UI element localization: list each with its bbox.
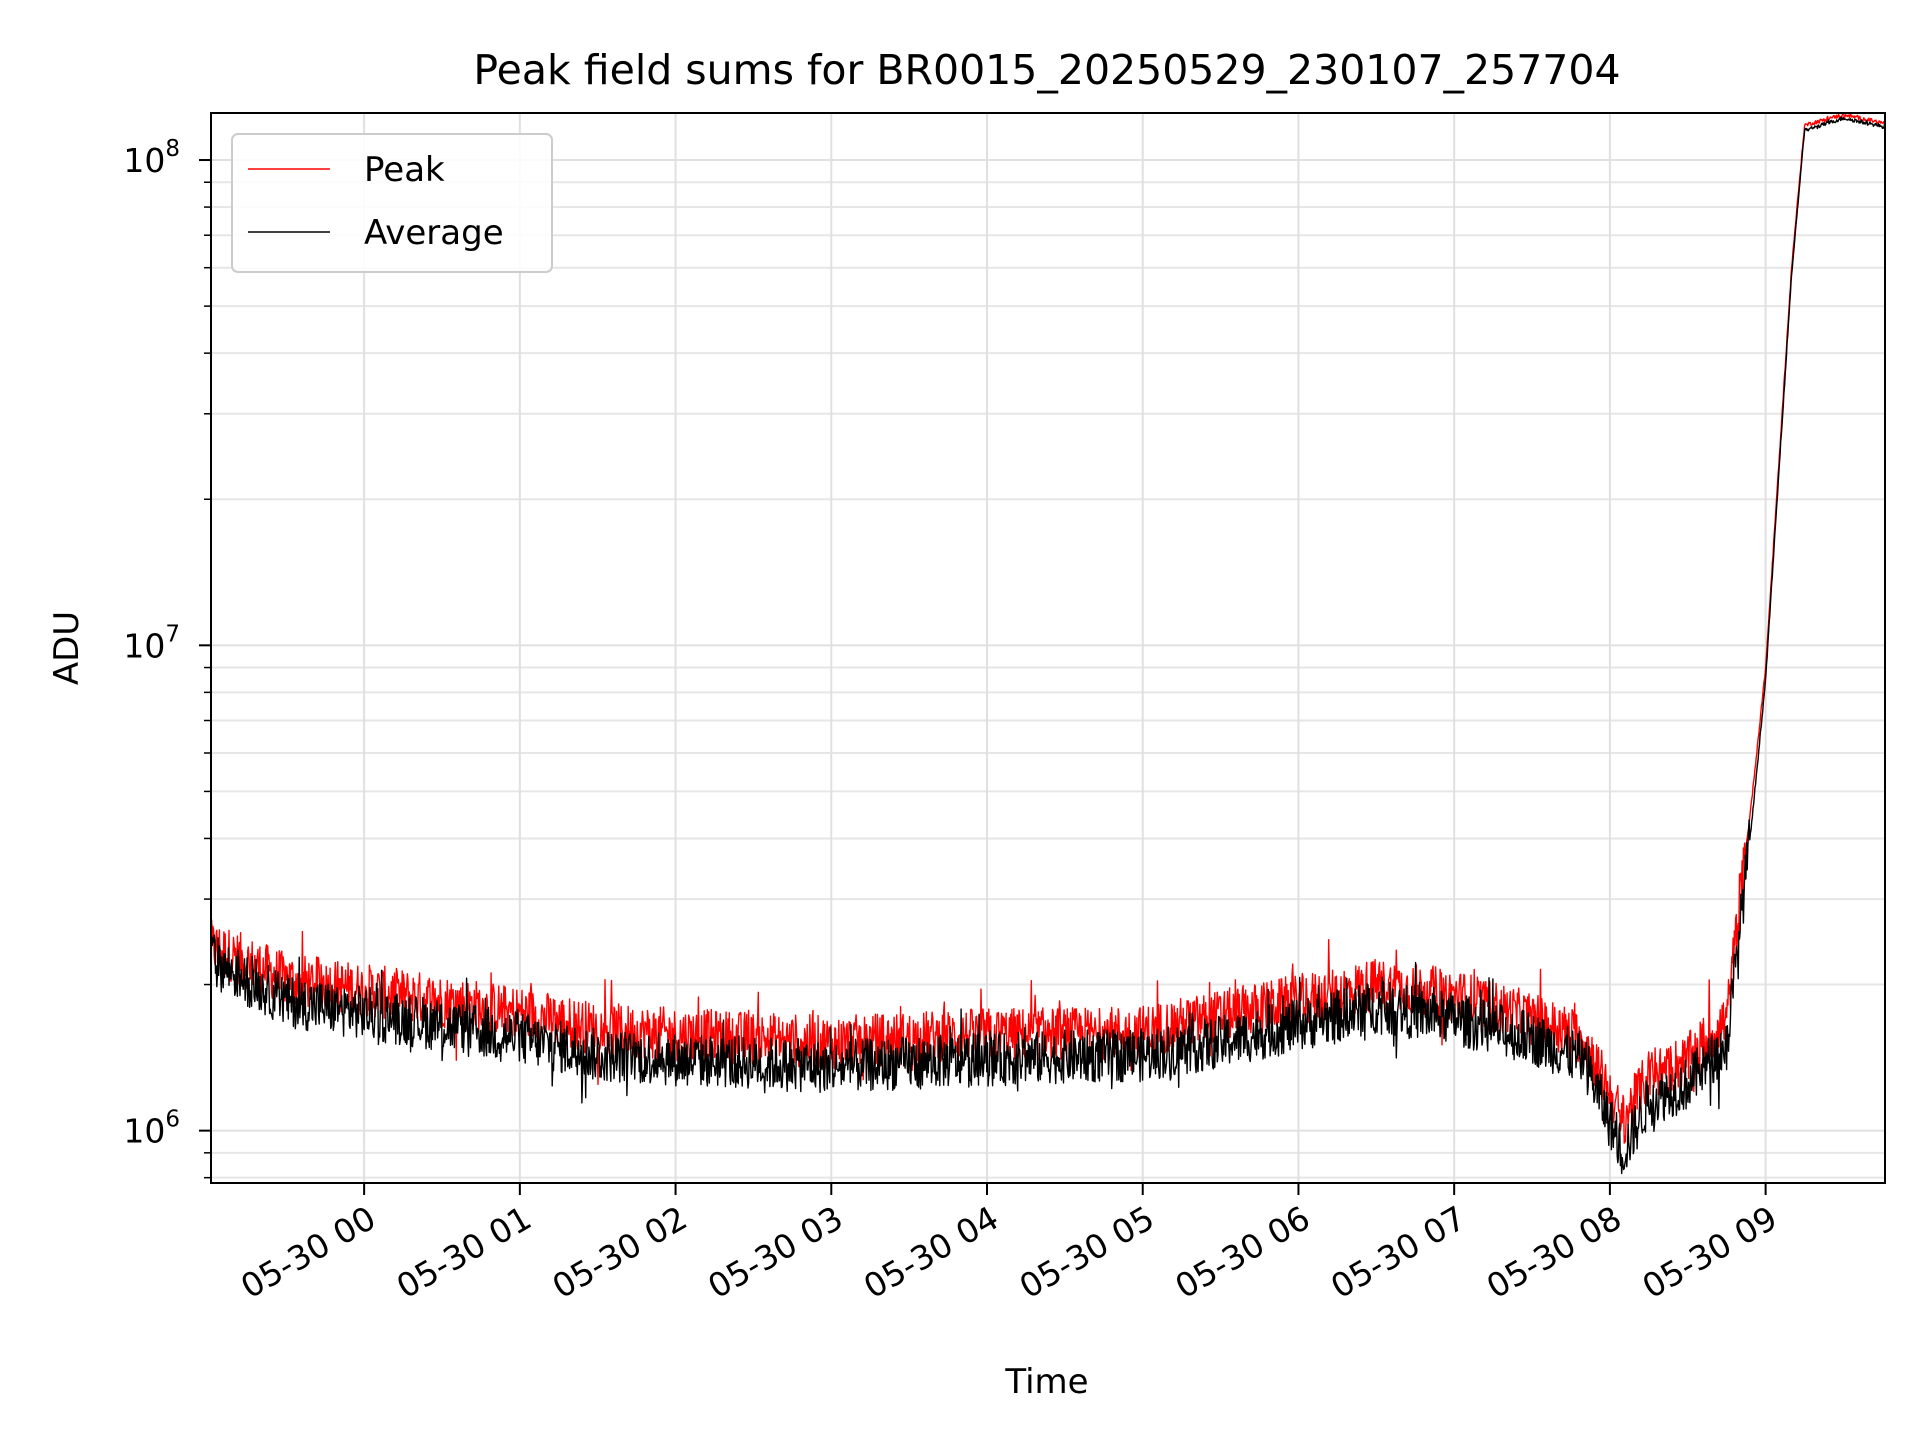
legend-label-average: Average: [364, 213, 504, 253]
chart-title: Peak field sums for BR0015_20250529_2301…: [473, 46, 1620, 94]
y-axis: 106 107 108: [123, 136, 211, 1179]
plot-frame: [210, 112, 1886, 1184]
y-tick-label: 106: [123, 1107, 180, 1151]
series-line-peak: [210, 112, 1886, 1144]
legend: Peak Average: [231, 133, 553, 273]
legend-label-peak: Peak: [364, 150, 445, 190]
series-line-average: [210, 116, 1886, 1175]
y-tick-label: 107: [123, 621, 180, 665]
x-axis-label: Time: [1004, 1362, 1088, 1402]
grid: [211, 113, 1885, 1183]
plot-series: [210, 112, 1886, 1175]
y-axis-label: ADU: [47, 611, 87, 685]
y-tick-label: 108: [123, 136, 180, 180]
